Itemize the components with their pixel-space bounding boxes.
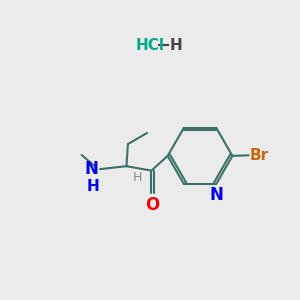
Text: Br: Br xyxy=(250,148,269,163)
Text: N: N xyxy=(85,160,98,178)
Text: HCl: HCl xyxy=(135,38,164,53)
Text: O: O xyxy=(146,196,160,214)
Text: H: H xyxy=(170,38,183,53)
Text: H: H xyxy=(87,178,100,194)
Text: H: H xyxy=(132,172,142,184)
Text: N: N xyxy=(209,186,223,204)
